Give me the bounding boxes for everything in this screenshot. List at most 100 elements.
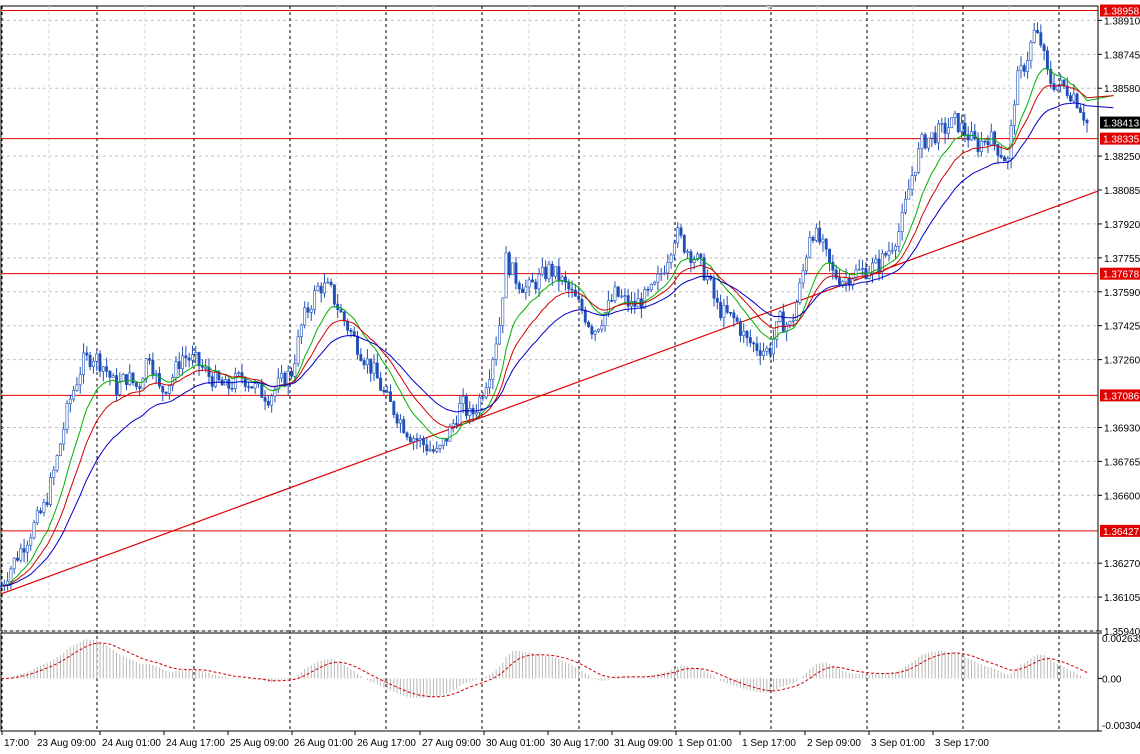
candle-body: [748, 337, 752, 344]
candle-body: [12, 557, 16, 570]
candle-body: [616, 286, 620, 297]
candle-body: [841, 281, 845, 285]
candle-body: [570, 288, 574, 291]
time-tick-label: 24 Aug 01:00: [102, 738, 161, 749]
candle-body: [42, 502, 46, 514]
candle-body: [900, 212, 904, 232]
candle-body: [953, 113, 957, 118]
candle-body: [847, 277, 851, 286]
oscillator-axis: 0.002635 0.00 -0.003045: [1098, 632, 1140, 732]
candle-body: [184, 355, 188, 359]
oscillator-panel: [0, 632, 1099, 732]
time-tick-label: 25 Aug 09:00: [230, 738, 289, 749]
candle-body: [956, 113, 960, 133]
candle-body: [808, 237, 812, 258]
candle-body: [580, 299, 584, 311]
candle-body: [544, 266, 548, 280]
candle-body: [666, 262, 670, 274]
level-tag: [1100, 389, 1140, 402]
candle-body: [398, 419, 402, 424]
candle-body: [913, 171, 917, 176]
candle-body: [811, 237, 815, 241]
candle-body: [95, 353, 99, 362]
candle-body: [663, 272, 666, 275]
candle-body: [679, 227, 683, 236]
osc-tick-label: 0.002635: [1102, 634, 1140, 645]
candle-body: [339, 309, 343, 313]
candle-body: [313, 290, 317, 310]
time-tick-label: 27 Aug 09:00: [422, 738, 481, 749]
price-tick-label: 1.35940: [1104, 627, 1140, 638]
candle-body: [342, 311, 346, 322]
candle-body: [316, 285, 320, 292]
candle-body: [643, 288, 647, 309]
candle-body: [904, 198, 907, 213]
candle-body: [689, 251, 693, 263]
candle-body: [19, 548, 23, 561]
candle-body: [593, 330, 597, 335]
oscillator-series: [0, 639, 1088, 699]
candle-body: [1078, 107, 1082, 113]
trendline-layer: [0, 190, 1099, 595]
grid: [1, 6, 1098, 731]
candle-body: [75, 384, 79, 391]
candle-body: [818, 227, 822, 243]
candle-body: [547, 263, 551, 280]
candle-body: [524, 286, 528, 293]
candle-body: [431, 449, 435, 452]
candle-body: [455, 423, 458, 425]
candle-body: [752, 342, 756, 345]
candle-body: [167, 385, 171, 394]
candle-body: [699, 253, 703, 258]
time-axis: 17:00 23 Aug 09:00 24 Aug 01:00 24 Aug 17:0…: [1, 731, 989, 749]
candle-body: [134, 382, 138, 387]
time-tick-label: 30 Aug 17:00: [550, 738, 609, 749]
candle-body: [986, 141, 990, 146]
candle-body: [164, 391, 168, 394]
candle-body: [960, 122, 964, 133]
candle-body: [464, 396, 468, 416]
candle-body: [491, 359, 495, 380]
price-tick-label: 1.38250: [1104, 152, 1140, 163]
candle-body: [422, 438, 425, 445]
trendline: [0, 190, 1099, 595]
candle-body: [286, 370, 290, 387]
candle-body: [55, 455, 59, 471]
horizontal-levels: 1.38958 1.38335 1.37678 1.37086 1.36427 1.384…: [1, 4, 1140, 538]
candle-body: [1039, 32, 1043, 46]
level-tag: [1100, 524, 1140, 537]
candle-body: [738, 321, 742, 336]
candle-body: [389, 391, 392, 402]
candle-body: [762, 350, 765, 356]
candle-body: [309, 308, 313, 313]
candle-body: [230, 387, 234, 390]
candle-body: [600, 325, 604, 330]
candle-body: [29, 537, 33, 546]
price-tick-label: 1.37260: [1104, 356, 1140, 367]
candle-body: [395, 414, 399, 424]
current-price-tag: [1100, 116, 1140, 129]
candle-body: [712, 278, 716, 299]
candle-body: [669, 254, 673, 263]
candle-body: [702, 257, 706, 281]
candle-body: [62, 428, 66, 445]
candle-body: [531, 279, 534, 283]
price-tick-label: 1.36930: [1104, 423, 1140, 434]
candle-body: [58, 443, 62, 457]
candle-body: [461, 396, 465, 405]
candle-body: [930, 132, 934, 139]
candle-body: [392, 401, 396, 415]
candle-body: [408, 436, 412, 442]
candle-body: [646, 288, 650, 291]
candle-body: [177, 361, 181, 370]
candle-body: [729, 312, 732, 314]
candle-body: [775, 321, 779, 340]
candle-body: [290, 370, 293, 377]
candle-body: [999, 155, 1003, 158]
candle-body: [659, 273, 663, 275]
candle-body: [1003, 157, 1006, 162]
candle-body: [101, 366, 105, 372]
candle-body: [880, 253, 884, 273]
candle-body: [299, 324, 303, 337]
